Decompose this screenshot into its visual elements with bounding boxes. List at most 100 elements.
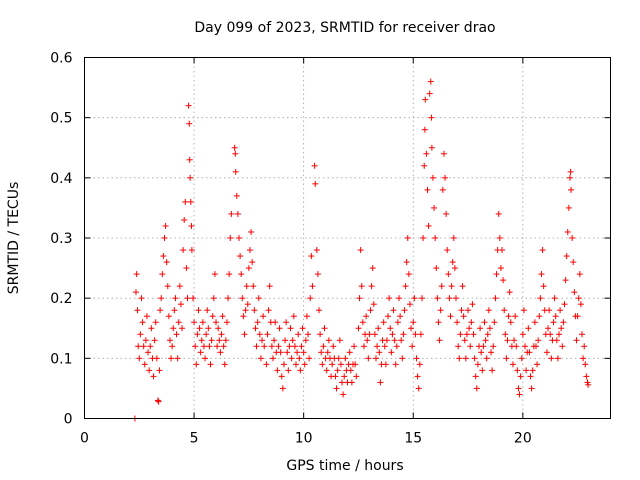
data-point bbox=[374, 343, 381, 350]
x-tick-label: 10 bbox=[295, 431, 313, 447]
data-point bbox=[480, 343, 487, 350]
data-point bbox=[576, 271, 583, 278]
data-point bbox=[185, 102, 192, 109]
data-point bbox=[507, 319, 514, 326]
data-point bbox=[188, 222, 195, 229]
data-point bbox=[481, 319, 488, 326]
data-point bbox=[458, 307, 465, 314]
data-point bbox=[311, 162, 318, 169]
data-point bbox=[291, 343, 298, 350]
data-point bbox=[232, 168, 239, 175]
data-point bbox=[401, 307, 408, 314]
data-point bbox=[567, 168, 574, 175]
data-point bbox=[543, 349, 550, 356]
data-point bbox=[232, 150, 239, 157]
data-point bbox=[493, 271, 500, 278]
data-point bbox=[538, 271, 545, 278]
data-point bbox=[435, 319, 442, 326]
data-point bbox=[162, 222, 169, 229]
data-point bbox=[133, 289, 140, 296]
data-point bbox=[186, 120, 193, 127]
data-point bbox=[440, 150, 447, 157]
data-point bbox=[422, 96, 429, 103]
data-point bbox=[447, 313, 454, 320]
data-point bbox=[461, 337, 468, 344]
data-point bbox=[296, 355, 303, 362]
data-point bbox=[522, 343, 529, 350]
data-point bbox=[188, 247, 195, 254]
data-point bbox=[367, 307, 374, 314]
data-point bbox=[254, 319, 261, 326]
data-point bbox=[428, 144, 435, 151]
data-point bbox=[312, 180, 319, 187]
data-point bbox=[336, 337, 343, 344]
data-point bbox=[399, 355, 406, 362]
data-point bbox=[446, 295, 453, 302]
data-point bbox=[208, 337, 215, 344]
data-point bbox=[252, 325, 259, 332]
data-point bbox=[377, 379, 384, 386]
data-point bbox=[268, 343, 275, 350]
data-point bbox=[468, 319, 475, 326]
data-point bbox=[511, 337, 518, 344]
data-point bbox=[325, 337, 332, 344]
data-point bbox=[425, 222, 432, 229]
data-point bbox=[238, 271, 245, 278]
data-point bbox=[143, 313, 150, 320]
data-point bbox=[243, 283, 250, 290]
data-point bbox=[154, 397, 161, 404]
data-point bbox=[394, 319, 401, 326]
data-point bbox=[209, 313, 216, 320]
data-point bbox=[465, 307, 472, 314]
data-point bbox=[416, 361, 423, 368]
data-point bbox=[169, 343, 176, 350]
data-point bbox=[259, 337, 266, 344]
data-point bbox=[332, 373, 339, 380]
data-point bbox=[501, 307, 508, 314]
data-point bbox=[358, 283, 365, 290]
data-point bbox=[445, 271, 452, 278]
grid-lines bbox=[84, 57, 611, 419]
data-point bbox=[489, 367, 496, 374]
data-point bbox=[135, 343, 142, 350]
data-point bbox=[172, 295, 179, 302]
data-point bbox=[307, 295, 314, 302]
data-point bbox=[432, 235, 439, 241]
data-point bbox=[478, 349, 485, 356]
data-point bbox=[490, 343, 497, 350]
data-point bbox=[545, 325, 552, 332]
data-point bbox=[515, 385, 522, 392]
y-tick-label: 0 bbox=[64, 412, 73, 428]
data-point bbox=[454, 319, 461, 326]
data-point bbox=[529, 367, 536, 374]
data-point bbox=[211, 271, 218, 278]
data-point bbox=[526, 349, 533, 356]
data-point bbox=[147, 343, 154, 350]
data-point bbox=[357, 247, 364, 254]
data-point bbox=[386, 295, 393, 302]
data-point bbox=[148, 325, 155, 332]
data-point bbox=[437, 307, 444, 314]
data-point bbox=[517, 373, 524, 380]
y-tick-label: 0.4 bbox=[50, 171, 72, 187]
data-point bbox=[151, 337, 158, 344]
data-point bbox=[146, 367, 153, 374]
data-point bbox=[302, 337, 309, 344]
data-point bbox=[474, 361, 481, 368]
data-point bbox=[271, 337, 278, 344]
data-point bbox=[183, 265, 190, 272]
data-point bbox=[250, 283, 257, 290]
data-point bbox=[469, 301, 476, 308]
data-point bbox=[369, 265, 376, 272]
data-point bbox=[249, 259, 256, 266]
data-point bbox=[559, 343, 566, 350]
data-point bbox=[566, 174, 573, 181]
data-point bbox=[251, 307, 258, 314]
data-point bbox=[228, 210, 235, 217]
data-point bbox=[579, 331, 586, 338]
data-point bbox=[157, 307, 164, 314]
data-point bbox=[516, 391, 523, 398]
data-point bbox=[174, 355, 181, 362]
data-point bbox=[448, 283, 455, 290]
data-point bbox=[385, 313, 392, 320]
